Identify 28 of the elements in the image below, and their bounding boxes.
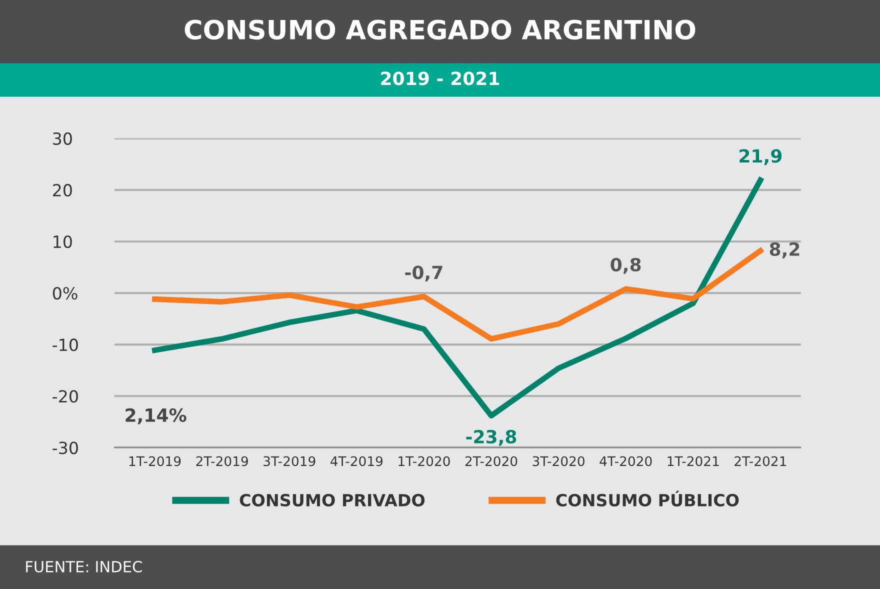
legend-label: CONSUMO PRIVADO [240,494,425,506]
x-tick-label: 4T-2019 [330,456,383,466]
chart-subtitle: 2019 - 2021 [381,72,500,86]
x-tick-label: 2T-2020 [465,456,518,466]
x-tick-label: 1T-2021 [668,456,719,466]
y-tick-label: 30 [53,132,72,145]
legend-label: CONSUMO PÚBLICO [556,490,739,506]
x-tick-label: 1T-2019 [129,456,181,466]
data-label: -0,7 [405,266,442,282]
chart-title: CONSUMO AGREGADO ARGENTINO [184,20,696,40]
x-tick-label: 2T-2021 [734,456,786,466]
y-tick-label: 0% [52,286,78,300]
x-tick-label: 1T-2020 [398,456,450,466]
x-tick-label: 3T-2020 [532,456,584,466]
x-tick-label: 4T-2020 [600,456,652,466]
data-label: -23,8 [466,430,516,446]
source-note: FUENTE: INDEC [26,560,142,572]
y-tick-label: 10 [54,235,72,248]
y-tick-label: -30 [52,442,78,454]
annotation: 2,14% [126,408,186,424]
data-label: 0,8 [610,258,641,274]
data-label: 8,2 [770,242,800,258]
y-tick-label: 20 [53,184,72,197]
y-tick-label: -20 [52,390,78,403]
y-tick-label: -10 [52,338,78,352]
x-tick-label: 3T-2019 [264,456,316,466]
x-tick-label: 2T-2019 [196,456,248,466]
data-label: 21,9 [740,149,782,166]
